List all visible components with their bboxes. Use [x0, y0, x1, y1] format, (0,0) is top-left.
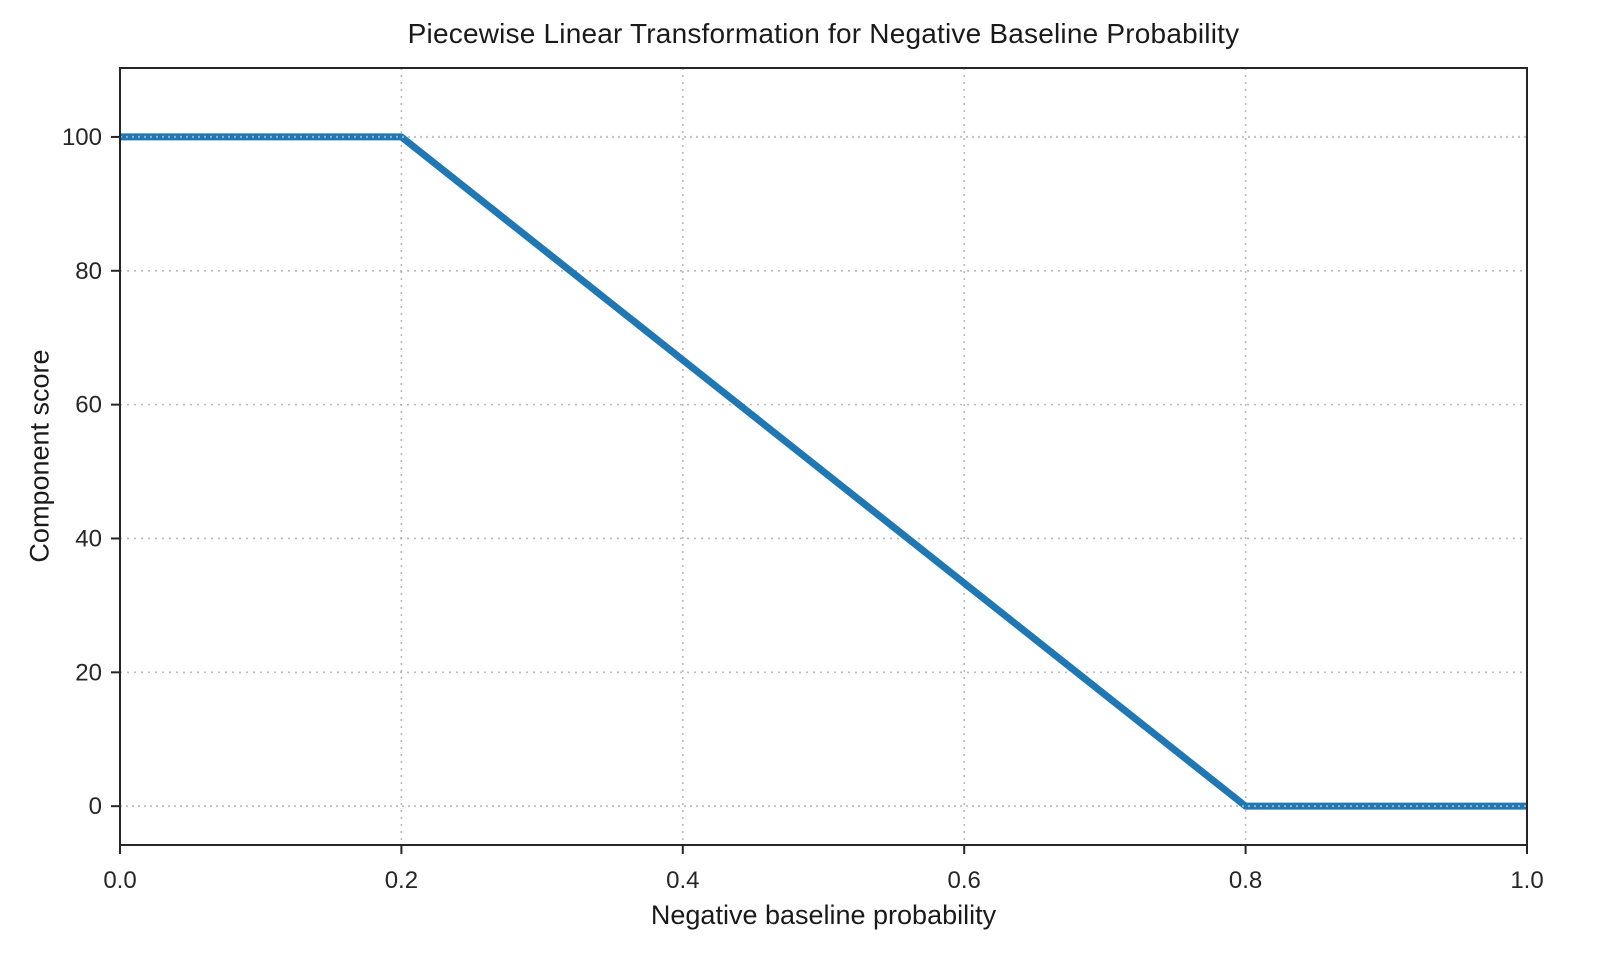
y-tick-label: 40	[75, 525, 102, 552]
y-axis-label: Component score	[24, 349, 55, 563]
plot-border	[119, 67, 1528, 846]
series-component-score	[120, 133, 1527, 810]
y-tick-label: 60	[75, 392, 102, 419]
y-tick-label: 100	[62, 124, 102, 151]
x-tick-label: 0.4	[666, 867, 699, 894]
chart-title: Piecewise Linear Transformation for Nega…	[407, 18, 1240, 49]
x-tick-label: 0.0	[103, 867, 136, 894]
y-tick-label: 20	[75, 659, 102, 686]
y-tick-label: 0	[89, 793, 102, 820]
x-tick-label: 1.0	[1510, 867, 1543, 894]
x-tick-label: 0.6	[948, 867, 981, 894]
x-tick-label: 0.2	[385, 867, 418, 894]
y-tick-label: 80	[75, 258, 102, 285]
x-axis-label: Negative baseline probability	[650, 900, 997, 930]
x-tick-label: 0.8	[1229, 867, 1262, 894]
